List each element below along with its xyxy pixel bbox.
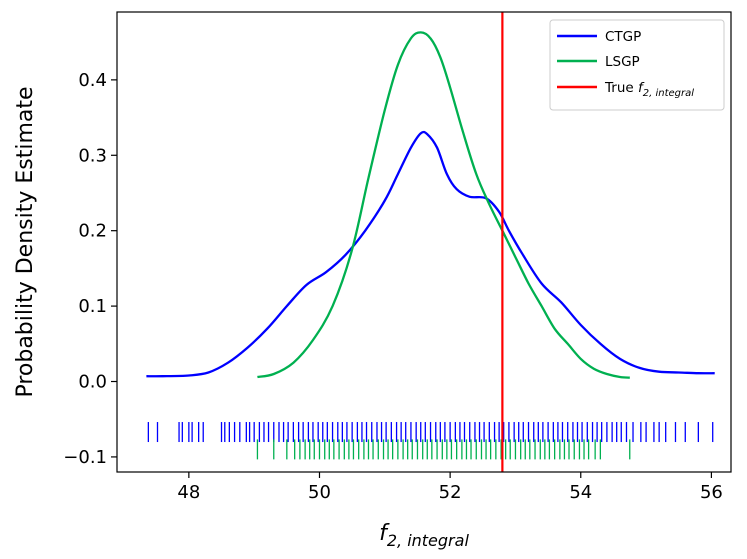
x-tick-label: 52 [439,482,462,503]
lsgp-density-line [257,31,630,379]
y-tick-label: −0.1 [63,447,107,468]
rug-plots [147,422,714,460]
y-axis-ticks: −0.1 0.0 0.1 0.2 0.3 0.4 [63,70,117,468]
x-axis-title: f2, integral [379,521,469,550]
ctgp-density-line [146,130,715,378]
plot-frame [116,11,732,473]
y-tick-label: 0.0 [78,372,107,393]
x-tick-label: 56 [700,482,723,503]
y-tick-label: 0.2 [78,221,107,242]
y-tick-label: 0.1 [78,296,107,317]
density-curves [146,31,715,379]
x-tick-label: 54 [569,482,592,503]
y-axis-title: Probability Density Estimate [13,86,38,397]
x-axis-ticks: 48 50 52 54 56 [177,472,723,503]
x-tick-label: 48 [177,482,200,503]
legend-true-label: True f2, integral [604,80,694,99]
legend-ctgp-label: CTGP [605,29,641,45]
y-tick-label: 0.4 [78,70,107,91]
legend: CTGP LSGP True f2, integral [549,19,725,111]
legend-lsgp-label: LSGP [605,54,640,70]
x-tick-label: 50 [308,482,331,503]
y-tick-label: 0.3 [78,145,107,166]
